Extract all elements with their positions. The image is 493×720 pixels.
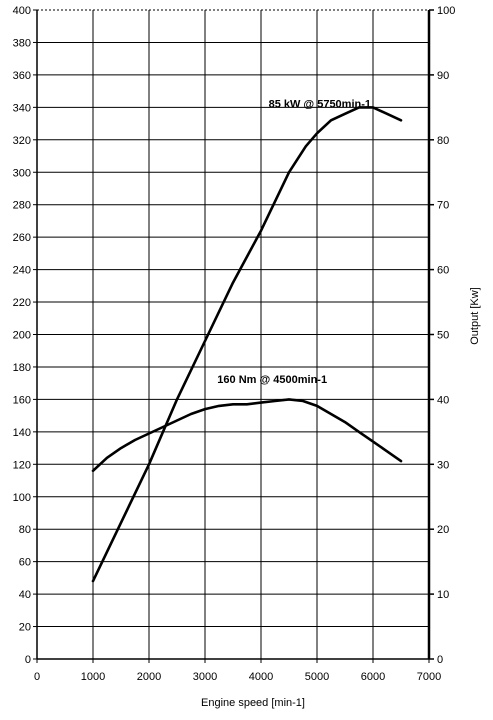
tick-labels: 0204060801001201401601802002202402602803… [13,5,456,683]
x-tick-label: 0 [34,671,40,683]
y-tick-label: 180 [13,362,31,374]
y-tick-label: 20 [19,622,31,634]
y2-tick-label: 30 [437,459,449,471]
y-tick-label: 120 [13,459,31,471]
annotations: 85 kW @ 5750min-1 160 Nm @ 4500min-1 [217,98,371,386]
y2-tick-label: 20 [437,524,449,536]
y2-tick-label: 50 [437,330,449,342]
y2-axis-label: Output [Kw] [469,287,481,344]
y-tick-label: 100 [13,492,31,504]
x-tick-label: 3000 [193,671,217,683]
y-tick-label: 60 [19,557,31,569]
y-tick-label: 200 [13,330,31,342]
y-tick-label: 260 [13,232,31,244]
y-tick-label: 40 [19,589,31,601]
x-tick-label: 4000 [249,671,273,683]
y2-tick-label: 60 [437,265,449,277]
y-tick-label: 360 [13,70,31,82]
y-tick-label: 160 [13,394,31,406]
y-tick-label: 280 [13,200,31,212]
y-tick-label: 220 [13,297,31,309]
x-tick-label: 6000 [361,671,385,683]
y2-tick-label: 80 [437,135,449,147]
x-tick-label: 5000 [305,671,329,683]
y2-tick-label: 0 [437,654,443,666]
y-tick-label: 240 [13,265,31,277]
x-axis-label: Engine speed [min-1] [201,697,305,709]
y-tick-label: 320 [13,135,31,147]
y-tick-label: 80 [19,524,31,536]
y2-tick-label: 10 [437,589,449,601]
y-tick-label: 340 [13,102,31,114]
y-tick-label: 140 [13,427,31,439]
torque-peak-annotation: 160 Nm @ 4500min-1 [217,374,327,386]
y2-tick-label: 40 [437,394,449,406]
output-curve [91,106,403,583]
y-tick-label: 0 [25,654,31,666]
torque-curve [91,398,403,473]
series-layer [91,106,403,583]
y2-tick-label: 90 [437,70,449,82]
x-tick-label: 2000 [137,671,161,683]
output-peak-annotation: 85 kW @ 5750min-1 [269,98,371,110]
y-tick-label: 300 [13,167,31,179]
grid [37,9,429,660]
axes [33,9,434,663]
x-tick-label: 1000 [81,671,105,683]
y-tick-label: 380 [13,37,31,49]
x-tick-label: 7000 [417,671,441,683]
y2-tick-label: 100 [437,5,455,17]
y2-tick-label: 70 [437,200,449,212]
y-tick-label: 400 [13,5,31,17]
